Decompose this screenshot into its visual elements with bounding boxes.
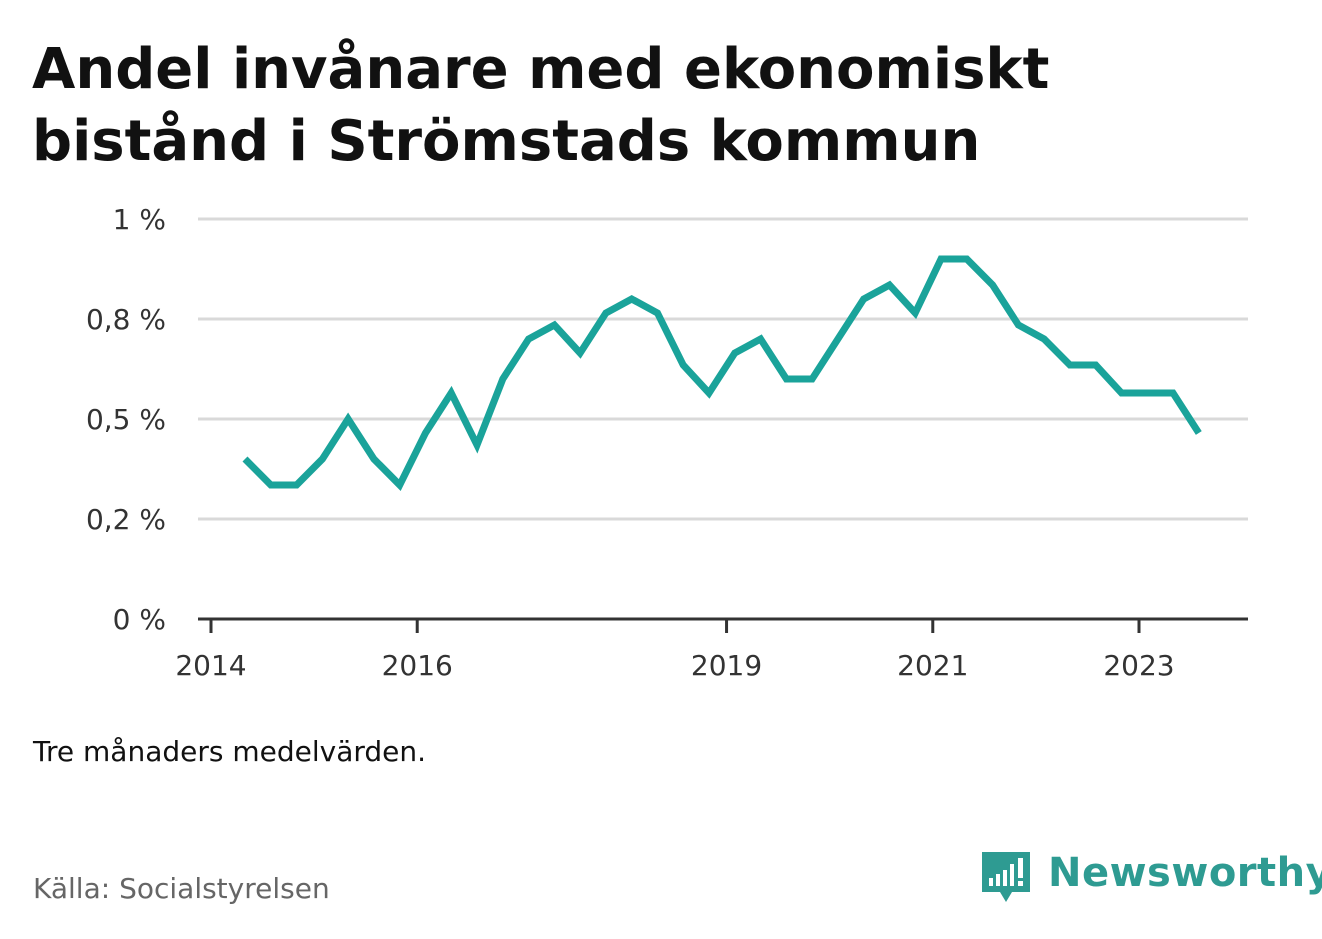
brand-name: Newsworthy [1048,850,1322,896]
x-tick-label: 2023 [1103,649,1174,682]
y-tick-label: 0,2 % [86,503,166,536]
y-tick-label: 1 % [113,203,166,236]
y-axis-labels: 0 % 0,2 % 0,5 % 0,8 % 1 % [86,203,166,636]
line-chart: 0 %0,2 %0,5 %0,8 %1 % 2014 2016 2019 2021 20… [86,203,1248,682]
source-credit: Källa: Socialstyrelsen [33,872,330,905]
newsworthy-logo: Newsworthy [980,850,1322,910]
y-tick-label: 0,5 % [86,403,166,436]
x-tick-label: 2014 [175,649,246,682]
y-tick-label: 0 % [113,603,166,636]
series-line [242,255,1202,491]
newsworthy-logo-icon [982,852,1030,902]
x-tick-label: 2019 [691,649,762,682]
x-tick-label: 2021 [897,649,968,682]
chart-title: Andel invånare med ekonomiskt bistånd i … [32,37,1050,174]
x-axis: 2014 2016 2019 2021 2023 [175,619,1175,682]
y-tick-label: 0,8 % [86,303,166,336]
chart-note: Tre månaders medelvärden. [33,735,427,768]
gridlines [198,217,1248,521]
x-tick-label: 2016 [382,649,453,682]
